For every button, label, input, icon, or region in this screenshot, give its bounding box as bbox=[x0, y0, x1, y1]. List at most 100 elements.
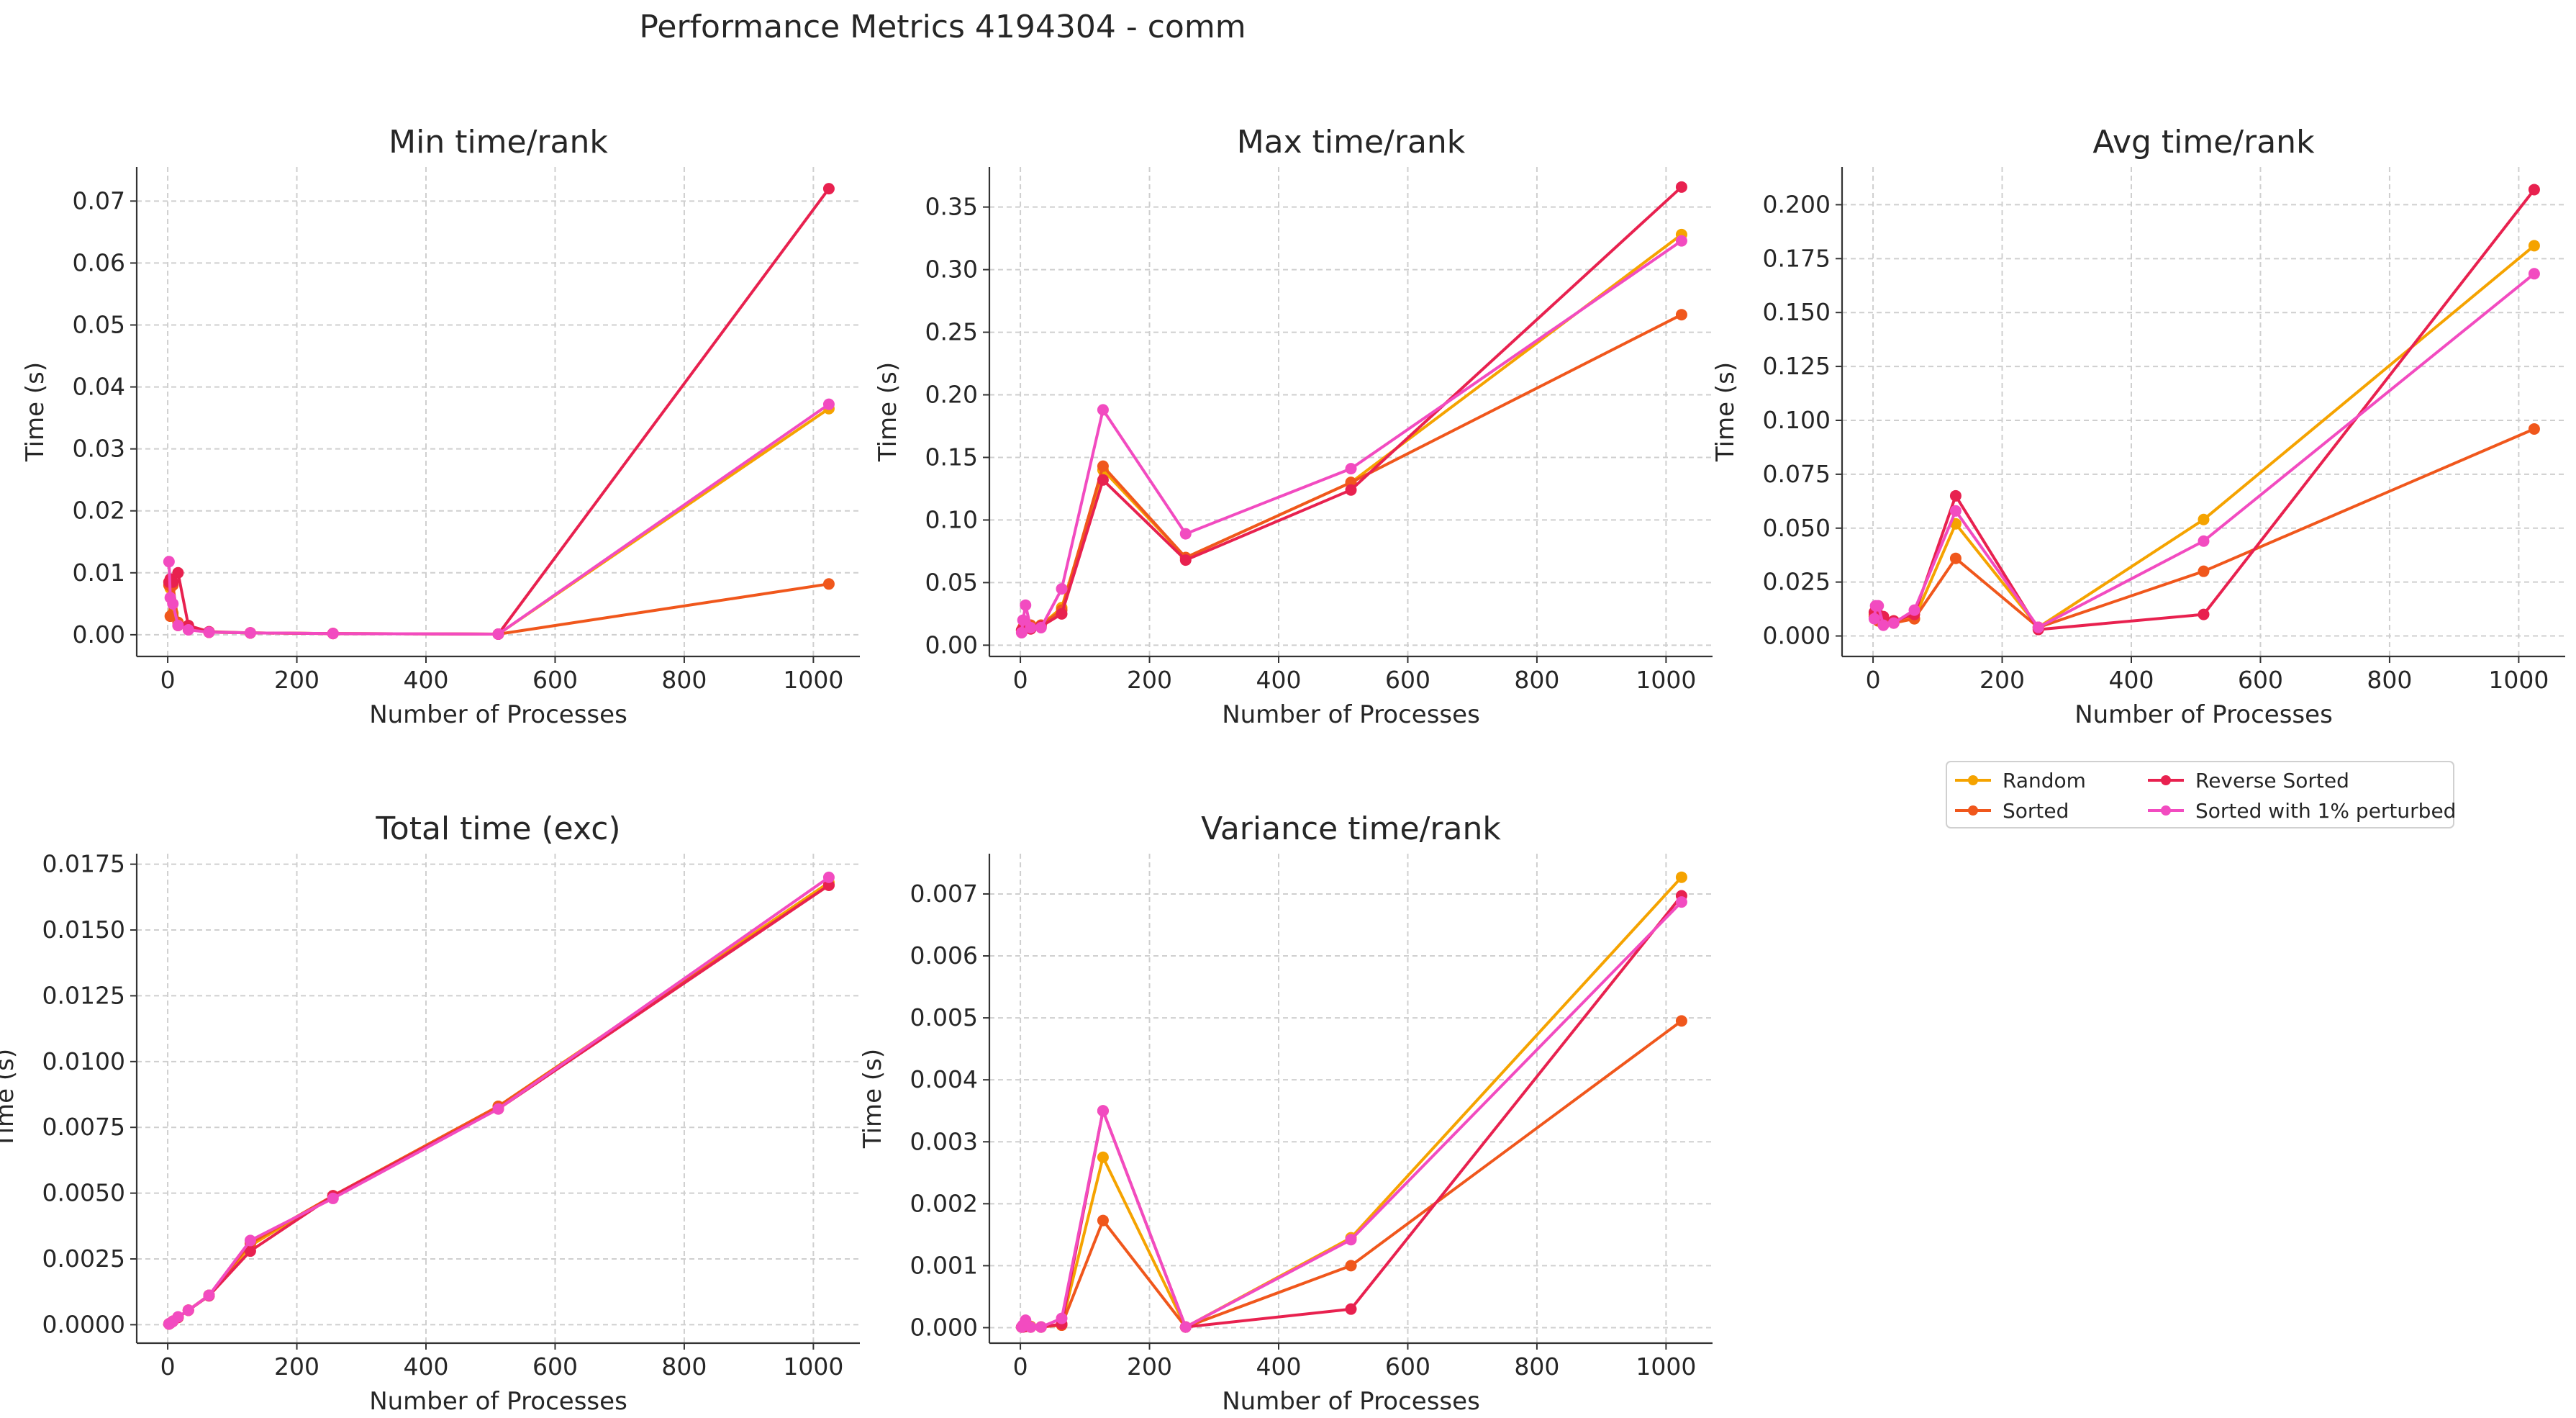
x-tick-label: 600 bbox=[1385, 666, 1430, 694]
series-sorted bbox=[1015, 1015, 1687, 1333]
x-tick-label: 800 bbox=[661, 666, 707, 694]
series-line bbox=[1021, 876, 1683, 1329]
data-point bbox=[1020, 599, 1032, 611]
y-tick-label: 0.0000 bbox=[42, 1310, 125, 1338]
data-point bbox=[822, 398, 835, 410]
data-point bbox=[492, 628, 504, 641]
x-tick-label: 400 bbox=[1256, 1352, 1302, 1381]
x-tick-label: 0 bbox=[1013, 1352, 1028, 1381]
x-tick-label: 400 bbox=[404, 666, 449, 694]
x-tick-label: 0 bbox=[160, 666, 176, 694]
y-tick-label: 0.0050 bbox=[42, 1179, 125, 1207]
legend-swatch-marker bbox=[1968, 805, 1978, 816]
chart-title: Max time/rank bbox=[1237, 124, 1466, 161]
x-tick-label: 1000 bbox=[1636, 1352, 1696, 1381]
x-tick-label: 600 bbox=[2238, 666, 2283, 694]
data-point bbox=[2198, 535, 2210, 547]
data-point bbox=[1675, 181, 1687, 193]
data-point bbox=[1345, 1260, 1357, 1272]
y-axis-label: Time (s) bbox=[21, 362, 50, 462]
x-tick-label: 400 bbox=[2109, 666, 2154, 694]
legend-label: Reverse Sorted bbox=[2195, 769, 2349, 792]
data-point bbox=[1345, 484, 1357, 496]
data-point bbox=[327, 1192, 339, 1204]
y-tick-label: 0.10 bbox=[925, 505, 978, 533]
chart-panel-avg-time-rank: 0 200 400 600 800 1000 0.000 0.025 0.050 0.075 0.1… bbox=[1711, 124, 2565, 729]
y-axis-label: Time (s) bbox=[858, 1049, 887, 1149]
x-tick-label: 400 bbox=[1256, 666, 1302, 694]
series-sorted-with-1-perturbed bbox=[1868, 268, 2540, 633]
x-axis-label: Number of Processes bbox=[1222, 1387, 1480, 1416]
x-tick-label: 400 bbox=[404, 1352, 449, 1381]
x-tick-label: 200 bbox=[1979, 666, 2025, 694]
data-point bbox=[1035, 1321, 1047, 1333]
legend-entry-sorted: Sorted bbox=[1955, 799, 2069, 823]
data-point bbox=[182, 1304, 194, 1317]
x-tick-label: 600 bbox=[532, 1352, 578, 1381]
series-line bbox=[1020, 186, 1683, 631]
data-point bbox=[822, 183, 835, 195]
x-tick-label: 0 bbox=[1013, 666, 1028, 694]
data-point bbox=[1015, 626, 1028, 638]
data-point bbox=[1025, 1321, 1037, 1333]
legend-swatch-marker bbox=[2161, 805, 2171, 816]
data-point bbox=[1179, 554, 1192, 566]
chart-title: Avg time/rank bbox=[2092, 124, 2315, 161]
x-axis-label: Number of Processes bbox=[369, 700, 627, 729]
x-tick-label: 1000 bbox=[1636, 666, 1696, 694]
x-axis-label: Number of Processes bbox=[369, 1387, 627, 1416]
legend-label: Sorted bbox=[2003, 799, 2069, 823]
chart-panel-max-time-rank: 0 200 400 600 800 1000 0.00 0.05 0.10 0.15 0.20 0.2… bbox=[874, 124, 1713, 729]
data-point bbox=[1097, 404, 1109, 416]
series-line bbox=[168, 187, 830, 636]
series-line bbox=[1873, 189, 2536, 631]
data-point bbox=[822, 879, 835, 891]
data-point bbox=[172, 619, 184, 631]
data-point bbox=[1949, 489, 1962, 502]
y-tick-label: 0.0125 bbox=[42, 981, 125, 1009]
data-point bbox=[327, 628, 339, 640]
y-tick-label: 0.002 bbox=[910, 1189, 978, 1217]
data-point bbox=[1345, 463, 1357, 475]
y-tick-label: 0.00 bbox=[925, 631, 978, 659]
data-point bbox=[163, 556, 175, 568]
x-tick-label: 800 bbox=[1514, 666, 1559, 694]
y-tick-label: 0.07 bbox=[73, 186, 125, 214]
series-line bbox=[167, 582, 830, 636]
x-tick-label: 0 bbox=[1866, 666, 1881, 694]
x-tick-label: 200 bbox=[274, 666, 319, 694]
legend-entry-random: Random bbox=[1955, 769, 2086, 792]
series-sorted-with-1-perturbed bbox=[163, 398, 835, 641]
data-point bbox=[1675, 1015, 1687, 1027]
x-tick-label: 600 bbox=[1385, 1352, 1430, 1381]
data-point bbox=[1949, 505, 1962, 517]
chart-title: Min time/rank bbox=[389, 124, 608, 161]
data-point bbox=[244, 627, 256, 639]
series-random bbox=[163, 402, 835, 641]
y-tick-label: 0.04 bbox=[73, 373, 125, 401]
y-tick-label: 0.000 bbox=[910, 1313, 978, 1341]
series-sorted-with-1-perturbed bbox=[1015, 235, 1687, 638]
y-tick-label: 0.125 bbox=[1763, 352, 1831, 380]
data-point bbox=[822, 578, 835, 590]
data-point bbox=[2032, 621, 2044, 633]
y-tick-label: 0.0150 bbox=[42, 916, 125, 944]
chart-panel-total-time-exc: 0 200 400 600 800 1000 0.0000 0.0025 0.0050 0.007… bbox=[0, 810, 860, 1416]
y-tick-label: 0.003 bbox=[910, 1127, 978, 1155]
x-tick-label: 1000 bbox=[783, 1352, 843, 1381]
x-tick-label: 1000 bbox=[2488, 666, 2549, 694]
data-point bbox=[2198, 565, 2210, 577]
y-tick-label: 0.0075 bbox=[42, 1113, 125, 1141]
data-point bbox=[1949, 552, 1962, 564]
data-point bbox=[1675, 235, 1687, 247]
series-line bbox=[1021, 1019, 1683, 1329]
data-point bbox=[1179, 1321, 1192, 1333]
data-point bbox=[182, 623, 194, 636]
y-tick-label: 0.05 bbox=[925, 568, 978, 596]
data-point bbox=[1017, 614, 1029, 626]
data-point bbox=[1675, 871, 1687, 883]
y-tick-label: 0.006 bbox=[910, 941, 978, 970]
legend-label: Sorted with 1% perturbed bbox=[2195, 799, 2456, 823]
y-tick-label: 0.0025 bbox=[42, 1245, 125, 1273]
data-point bbox=[1872, 600, 1885, 612]
